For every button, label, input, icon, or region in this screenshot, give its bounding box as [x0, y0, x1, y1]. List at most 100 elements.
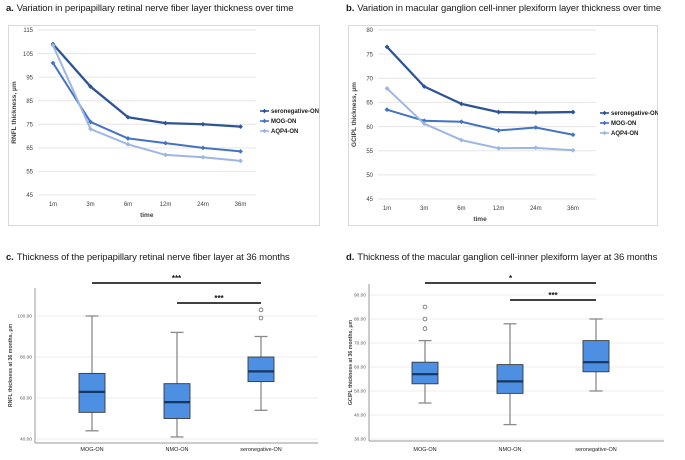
svg-text:24m: 24m [530, 206, 542, 212]
svg-text:12m: 12m [493, 206, 505, 212]
significance-bar-NMO-ON-vs-seronegative-ON: *** [510, 291, 596, 301]
svg-text:70: 70 [366, 76, 373, 82]
svg-text:115: 115 [23, 28, 33, 34]
svg-text:AQP4-ON: AQP4-ON [611, 131, 638, 137]
box-MOG-ON [411, 304, 439, 404]
x-axis-title: time [473, 216, 487, 223]
rnfl-line-chart-container: 45 55 65 75 85 95 105 115 1m 3m 6m 12m 24m 36m time RNF… [8, 25, 320, 231]
panel-b-label: b. [346, 3, 355, 14]
svg-text:75: 75 [26, 122, 33, 128]
svg-text:MOG-ON: MOG-ON [413, 447, 436, 453]
svg-text:55: 55 [366, 149, 373, 155]
svg-text:55: 55 [26, 170, 33, 176]
svg-text:MOG-ON: MOG-ON [80, 447, 103, 453]
gcipl-line-chart-container: 45 50 55 60 65 70 75 80 1m 3m 6m 12m 24m 36m time GCIPL… [348, 25, 659, 231]
svg-text:30.00: 30.00 [354, 437, 366, 443]
y-axis-tick-labels: 45 55 65 75 85 95 105 115 [23, 28, 34, 199]
panel-a-title-text: Variation in peripapillary retinal nerve… [16, 3, 294, 14]
panel-a-title: a. Variation in peripapillary retinal ner… [6, 3, 294, 14]
svg-text:12m: 12m [160, 202, 172, 208]
svg-text:NMO-ON: NMO-ON [166, 447, 189, 453]
significance-bar-MOG-ON-vs-seronegative-ON: *** [92, 274, 261, 284]
significance-bar-MOG-ON-vs-seronegative-ON: * [425, 274, 596, 284]
line-chart-b: 45 50 55 60 65 70 75 80 1m 3m 6m 12m 24m 36m time GCIPL… [348, 25, 659, 226]
svg-text:70.00: 70.00 [354, 341, 366, 347]
box-seronegative-ON [582, 318, 610, 392]
y-axis-tick-labels: 30.00 40.00 50.00 60.00 70.00 80.00 90.00 [354, 293, 366, 443]
svg-text:24m: 24m [197, 202, 209, 208]
svg-text:NMO-ON: NMO-ON [499, 447, 522, 453]
panel-d-title: d. Thickness of the macular ganglion cell… [346, 252, 657, 263]
panel-d-title-text: Thickness of the macular ganglion cell-i… [357, 252, 658, 263]
outlier-point [258, 307, 264, 313]
svg-text:45: 45 [26, 193, 33, 199]
legend-item-seronegative-ON: seronegative-ON [600, 110, 659, 117]
svg-text:***: *** [548, 291, 558, 300]
svg-text:45: 45 [366, 197, 373, 203]
svg-text:***: *** [214, 294, 224, 303]
svg-text:75: 75 [366, 52, 373, 58]
outlier-point [422, 304, 428, 310]
svg-text:36m: 36m [567, 206, 579, 212]
box-NMO-ON [496, 323, 524, 426]
series-AQP4-ON [384, 86, 576, 153]
legend-item-seronegative-ON: seronegative-ON [260, 108, 319, 115]
gridlines [38, 29, 256, 196]
y-axis-tick-labels: 40.00 60.00 80.00 100.00 [17, 314, 32, 443]
x-axis-tick-labels: 1m 3m 6m 12m 24m 36m [49, 202, 247, 208]
svg-text:seronegative-ON: seronegative-ON [611, 111, 658, 117]
svg-text:1m: 1m [49, 202, 57, 208]
svg-text:60.00: 60.00 [20, 396, 32, 402]
svg-text:100.00: 100.00 [17, 314, 32, 320]
svg-text:40.00: 40.00 [20, 437, 32, 443]
svg-text:40.00: 40.00 [354, 413, 366, 419]
svg-text:*: * [509, 274, 513, 283]
svg-text:AQP4-ON: AQP4-ON [271, 129, 298, 135]
rnfl-box-plot-container: 40.00 60.00 80.00 100.00 RNFL thickness at 3… [4, 268, 334, 460]
svg-text:36m: 36m [235, 202, 247, 208]
box-MOG-ON [78, 315, 106, 432]
panel-c-title: c. Thickness of the peripapillary retinal… [6, 252, 290, 263]
x-axis-category-labels: MOG-ON NMO-ON seronegative-ON [80, 447, 281, 453]
panel-a-label: a. [6, 3, 14, 14]
series-MOG-ON [50, 60, 243, 154]
svg-text:1m: 1m [383, 206, 391, 212]
outlier-point [422, 316, 428, 322]
panel-b-title-text: Variation in macular ganglion cell-inner… [357, 3, 661, 14]
series-AQP4-ON [50, 42, 243, 164]
x-axis-title: time [140, 212, 154, 219]
box-plot-d: 30.00 40.00 50.00 60.00 70.00 80.00 90.00 GCIPL… [348, 274, 664, 453]
svg-text:***: *** [172, 274, 182, 283]
outlier-point [422, 326, 428, 331]
y-axis-title: GCIPL thickness at 36 months, μm [348, 320, 354, 406]
svg-text:6m: 6m [457, 206, 465, 212]
panel-c-label: c. [6, 252, 14, 263]
svg-text:seronegative-ON: seronegative-ON [271, 109, 319, 115]
box-NMO-ON [163, 331, 191, 438]
gcipl-box-plot-container: 30.00 40.00 50.00 60.00 70.00 80.00 90.00 GCIPL… [344, 268, 680, 460]
outlier-point [258, 315, 264, 321]
svg-text:80.00: 80.00 [354, 317, 366, 323]
y-axis-title: RNFL thickness, μm [11, 81, 18, 144]
legend: seronegative-ON MOG-ON AQP4-ON [600, 110, 659, 137]
svg-text:MOG-ON: MOG-ON [611, 121, 636, 127]
y-axis-title: RNFL thickness at 36 months, μm [8, 324, 14, 408]
line-chart-a: 45 55 65 75 85 95 105 115 1m 3m 6m 12m 24m 36m time RNF… [8, 25, 320, 226]
panel-b-title: b. Variation in macular ganglion cell-inn… [346, 3, 661, 14]
gridlines [378, 29, 596, 200]
svg-text:MOG-ON: MOG-ON [271, 119, 296, 125]
svg-text:3m: 3m [86, 202, 94, 208]
svg-text:65: 65 [26, 146, 33, 152]
y-axis-tick-labels: 45 50 55 60 65 70 75 80 [366, 28, 373, 203]
legend-item-AQP4-ON: AQP4-ON [600, 130, 638, 137]
legend-item-MOG-ON: MOG-ON [260, 118, 296, 125]
svg-text:3m: 3m [420, 206, 428, 212]
box-seronegative-ON [247, 307, 275, 411]
svg-text:50: 50 [366, 173, 373, 179]
significance-bar-NMO-ON-vs-seronegative-ON: *** [177, 294, 261, 304]
svg-text:65: 65 [366, 101, 373, 107]
svg-text:60: 60 [366, 125, 373, 131]
panel-c-title-text: Thickness of the peripapillary retinal n… [16, 252, 290, 263]
